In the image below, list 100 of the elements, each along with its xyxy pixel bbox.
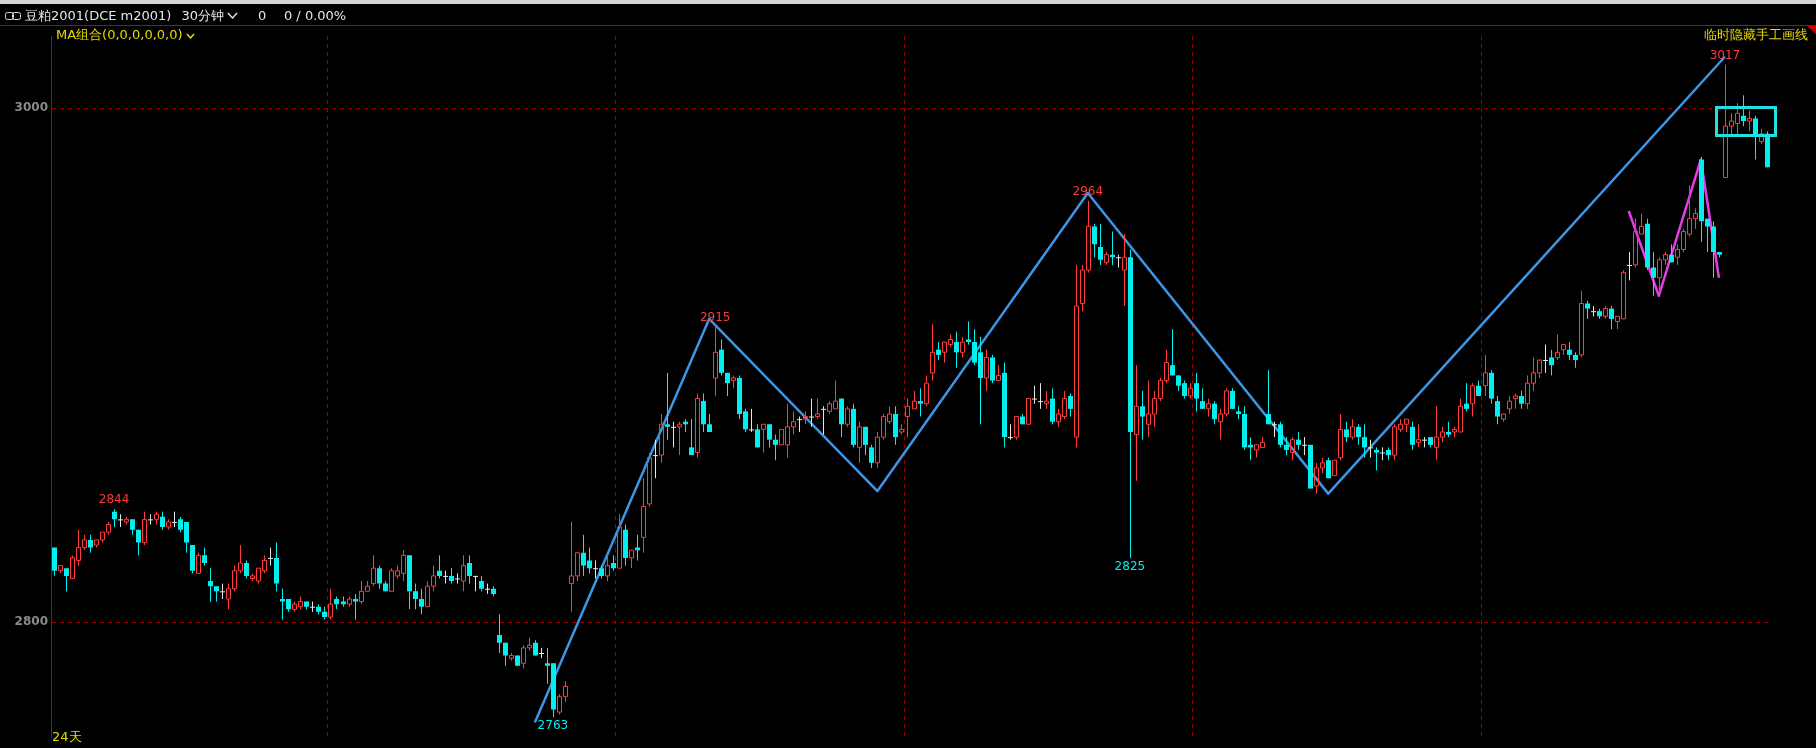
annotation: 2825 [1114,559,1146,574]
candlestick [701,392,706,433]
candlestick [1374,446,1379,472]
candlestick [1542,344,1549,374]
candlestick [1483,354,1488,397]
candlestick [641,477,646,554]
candlestick [990,354,995,384]
annotation: 24天 [52,729,82,745]
candlestick [419,588,424,615]
candlestick [629,549,634,569]
candlestick [1122,233,1127,307]
candlestick [808,398,815,428]
candlestick [659,413,664,464]
candlestick [1367,439,1374,459]
candlestick [136,529,141,556]
text: 0 [257,8,267,24]
candlestick [442,570,449,585]
candlestick [1200,387,1205,410]
candlestick [1212,400,1217,425]
candlestick [1464,382,1469,412]
candlestick [1206,398,1211,418]
annotation: 3017 [1709,47,1741,62]
candlestick [761,423,766,454]
candlestick [1513,392,1518,410]
candlestick [484,583,491,595]
candlestick [863,426,868,456]
candlestick [996,364,1001,382]
candlestick [869,444,874,469]
candlestick [912,390,917,410]
candlestick [652,439,659,479]
candlestick [713,326,718,397]
y-tick-label: 3000 [14,100,48,115]
candlestick [1194,372,1199,412]
candlestick [497,613,502,654]
candlestick [1410,421,1415,451]
candlestick [538,647,545,659]
candlestick [918,387,923,418]
candlestick [1379,446,1386,461]
annotation: 临时隐藏手工画线 [1704,27,1808,43]
candlestick [371,554,376,587]
candlestick [1741,94,1746,127]
candlestick [665,372,670,441]
candlestick [984,349,989,392]
candlestick [467,554,472,585]
candlestick [1421,436,1428,448]
candlestick [1609,305,1614,330]
candlestick [142,511,147,546]
candlestick [328,588,333,621]
candlestick [1651,251,1656,297]
candlestick [1092,223,1097,258]
candlestick [1098,223,1103,266]
annotation: 2844 [98,492,130,507]
candlestick [767,423,772,448]
candlestick [689,418,694,456]
candlestick [461,554,466,592]
annotation: MA组合(0,0,0,0,0,0) [56,27,183,43]
candlestick [617,513,622,569]
candlestick [1134,364,1139,482]
candlestick [52,547,57,577]
candlestick [893,405,898,446]
candlestick [719,338,724,376]
candlestick [605,554,610,582]
candlestick [147,513,154,525]
candlestick [219,583,226,600]
candlestick [1416,423,1421,448]
candlestick [1290,436,1295,461]
candlestick [1278,421,1283,448]
candlestick [1590,305,1597,317]
candlestick [677,421,682,456]
candlestick [1050,387,1055,425]
candlestick [1140,390,1145,441]
candlestick [695,392,700,459]
text: 0 / 0.00% [283,8,347,24]
candlestick [267,547,274,567]
candlestick [857,421,862,464]
candlestick [1068,392,1073,418]
candlestick [1350,418,1355,441]
candlestick [670,421,677,448]
y-tick-label: 2800 [14,614,48,629]
candlestick [1170,328,1175,376]
candlestick [1555,333,1560,361]
candlestick [1301,436,1308,456]
candlestick [353,593,358,621]
candlestick [472,575,479,592]
candlestick [1007,423,1014,441]
candlestick [592,559,599,579]
chart-title: 豆粕2001(DCE m2001) [25,8,172,24]
annotation: 2964 [1072,183,1104,198]
candlestick [437,554,442,579]
candlestick [731,374,736,389]
candlestick [208,567,213,603]
candlestick [454,572,461,585]
candlestick [1338,413,1343,461]
candlestick [1344,421,1349,443]
candlestick [1230,387,1235,410]
candlestick [171,511,178,528]
candlestick [1549,349,1554,376]
candlestick [924,374,929,407]
candlestick [377,565,382,590]
candlestick [1362,423,1367,459]
